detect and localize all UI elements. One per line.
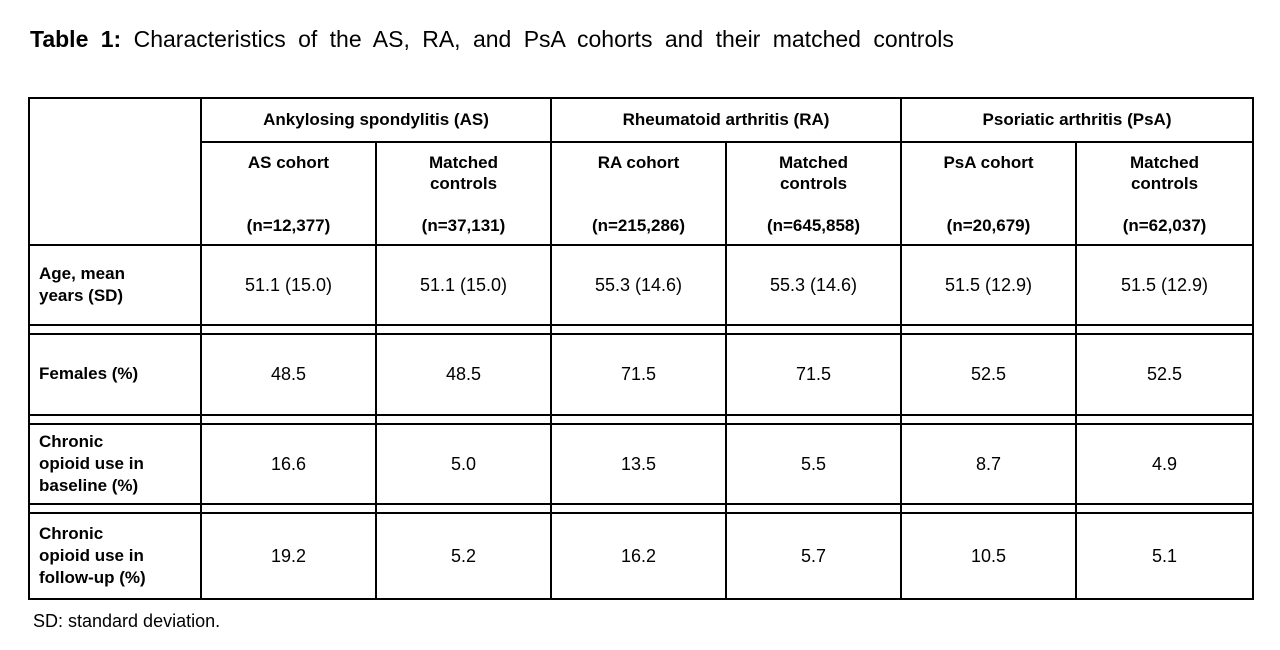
group-header-row: Ankylosing spondylitis (AS) Rheumatoid a…: [28, 97, 1255, 246]
data-cell: 71.5: [725, 333, 902, 416]
data-cell: 52.5: [1074, 333, 1255, 416]
data-cell: 5.7: [725, 512, 902, 601]
column-header-psa-controls: Matched controls (n=62,037): [1074, 141, 1255, 246]
column-n: (n=20,679): [946, 215, 1031, 235]
row-spacer: [28, 415, 1255, 424]
data-cell: 48.5: [375, 333, 552, 416]
row-label-females: Females (%): [28, 333, 202, 416]
data-cell: 5.0: [375, 422, 552, 506]
column-n: (n=12,377): [246, 215, 331, 235]
data-cell: 16.6: [200, 422, 377, 506]
column-name: RA cohort: [597, 153, 680, 172]
group-header-as: Ankylosing spondylitis (AS): [200, 97, 552, 143]
column-header-as-controls: Matched controls (n=37,131): [375, 141, 552, 246]
data-cell: 52.5: [900, 333, 1077, 416]
data-cell: 5.1: [1074, 512, 1255, 601]
group-header-psa: Psoriatic arthritis (PsA): [899, 97, 1255, 143]
corner-cell: [28, 97, 202, 246]
column-name: Matched controls: [429, 153, 498, 194]
data-cell: 55.3 (14.6): [550, 244, 727, 326]
data-cell: 5.5: [725, 422, 902, 506]
row-label-age: Age, mean years (SD): [28, 244, 202, 326]
column-header-as-cohort: AS cohort (n=12,377): [200, 141, 377, 246]
row-spacer: [28, 504, 1255, 514]
column-header-row: AS cohort (n=12,377) Matched controls (n…: [29, 141, 1255, 246]
data-cell: 19.2: [200, 512, 377, 601]
characteristics-table: Ankylosing spondylitis (AS) Rheumatoid a…: [28, 97, 1255, 601]
data-cell: 55.3 (14.6): [725, 244, 902, 326]
table-title-text: Characteristics of the AS, RA, and PsA c…: [133, 26, 954, 52]
data-cell: 51.5 (12.9): [1074, 244, 1255, 326]
data-cell: 4.9: [1074, 422, 1255, 506]
row-label-opioid-baseline: Chronic opioid use in baseline (%): [28, 422, 202, 506]
table-title: Table 1: Characteristics of the AS, RA, …: [30, 26, 954, 54]
data-cell: 51.5 (12.9): [900, 244, 1077, 326]
table-row-females: Females (%) 48.5 48.5 71.5 71.5 52.5 52.…: [28, 333, 1255, 416]
data-cell: 51.1 (15.0): [200, 244, 377, 326]
data-cell: 16.2: [550, 512, 727, 601]
data-cell: 10.5: [900, 512, 1077, 601]
column-n: (n=37,131): [421, 215, 506, 235]
column-name: PsA cohort: [943, 153, 1034, 172]
footnote: SD: standard deviation.: [33, 611, 221, 631]
table-row-opioid-baseline: Chronic opioid use in baseline (%) 16.6 …: [28, 422, 1255, 506]
row-spacer: [28, 325, 1255, 334]
column-n: (n=62,037): [1122, 215, 1207, 235]
data-cell: 71.5: [550, 333, 727, 416]
column-name: AS cohort: [247, 153, 330, 172]
column-n: (n=645,858): [766, 215, 861, 235]
column-name: Matched controls: [779, 153, 848, 194]
data-cell: 5.2: [375, 512, 552, 601]
table-row-age: Age, mean years (SD) 51.1 (15.0) 51.1 (1…: [28, 244, 1255, 326]
column-header-ra-controls: Matched controls (n=645,858): [725, 141, 902, 246]
column-header-ra-cohort: RA cohort (n=215,286): [550, 141, 727, 246]
data-cell: 48.5: [200, 333, 377, 416]
data-cell: 51.1 (15.0): [375, 244, 552, 326]
row-label-opioid-followup: Chronic opioid use in follow-up (%): [28, 512, 202, 601]
data-cell: 13.5: [550, 422, 727, 506]
group-header-ra: Rheumatoid arthritis (RA): [550, 97, 902, 143]
data-cell: 8.7: [900, 422, 1077, 506]
table-row-opioid-followup: Chronic opioid use in follow-up (%) 19.2…: [28, 512, 1255, 601]
column-header-psa-cohort: PsA cohort (n=20,679): [900, 141, 1077, 246]
column-name: Matched controls: [1130, 153, 1199, 194]
column-n: (n=215,286): [591, 215, 686, 235]
table-title-label: Table 1:: [30, 26, 122, 52]
